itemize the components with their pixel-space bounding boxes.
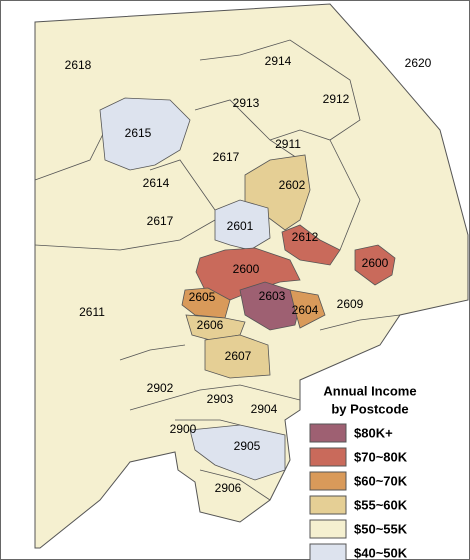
- legend-swatch: [309, 447, 347, 467]
- boundary: [199, 39, 361, 141]
- region: [204, 334, 271, 379]
- boundary: [34, 219, 216, 251]
- region: [354, 244, 396, 286]
- legend-label: $55~60K: [354, 497, 408, 512]
- region-label: 2614: [143, 176, 170, 190]
- region: [281, 224, 341, 266]
- boundary: [149, 159, 216, 211]
- region-label: 2620: [405, 56, 432, 70]
- labels: 2618 2914 2620 2913 2912 2615 2911 2617 2614 2602…: [65, 54, 432, 495]
- region-label: 2904: [251, 402, 278, 416]
- region-label: 2903: [207, 392, 234, 406]
- legend-label: $70~80K: [354, 449, 408, 464]
- legend-label: $40~50K: [354, 545, 408, 560]
- region-label: 2906: [215, 481, 242, 495]
- legend-swatch: [309, 543, 347, 560]
- region-label: 2900: [170, 422, 197, 436]
- boundary: [175, 419, 241, 426]
- region-label: 2607: [225, 349, 252, 363]
- region-label: 2612: [292, 230, 319, 244]
- region-label: 2618: [65, 58, 92, 72]
- region: [214, 199, 271, 251]
- legend-swatch: [309, 471, 347, 491]
- legend-title: by Postcode: [331, 401, 408, 416]
- legend-swatch: [309, 495, 347, 515]
- region: [289, 289, 326, 329]
- region-label: 2615: [125, 126, 152, 140]
- region-label: 2902: [147, 381, 174, 395]
- region-label: 2914: [265, 54, 292, 68]
- region-label: 2605: [189, 290, 216, 304]
- boundary: [199, 469, 271, 501]
- region-label: 2611: [79, 305, 105, 319]
- boundary: [319, 314, 401, 331]
- shapes: [34, 3, 469, 549]
- boundary: [34, 129, 106, 181]
- region-label: 2912: [323, 92, 350, 106]
- region: [99, 97, 191, 171]
- region-label: 2606: [197, 318, 224, 332]
- region: [195, 247, 301, 301]
- region-label: 2604: [292, 303, 319, 317]
- region-label: 2913: [233, 96, 260, 110]
- region-label: 2617: [147, 214, 174, 228]
- region-label: 2601: [227, 219, 254, 233]
- legend-label: $80K+: [354, 425, 393, 440]
- legend: Annual Income by Postcode $80K+ $70~80K $60~…: [309, 383, 417, 560]
- region: [189, 424, 286, 481]
- boundary: [119, 344, 186, 361]
- region-label: 2600: [362, 256, 389, 270]
- legend-title: Annual Income: [323, 383, 416, 398]
- region-label: 2905: [234, 439, 261, 453]
- region-label: 2603: [259, 289, 286, 303]
- legend-label: $60~70K: [354, 473, 408, 488]
- legend-swatch: [309, 519, 347, 539]
- legend-label: $50~55K: [354, 521, 408, 536]
- boundary: [194, 99, 301, 161]
- legend-swatch: [309, 423, 347, 443]
- region-label: 2617: [213, 150, 240, 164]
- region-label: 2600: [233, 262, 260, 276]
- boundary: [329, 139, 361, 251]
- region-label: 2602: [279, 178, 306, 192]
- region-label: 2911: [275, 137, 301, 151]
- region-label: 2609: [337, 297, 364, 311]
- boundary: [129, 384, 301, 411]
